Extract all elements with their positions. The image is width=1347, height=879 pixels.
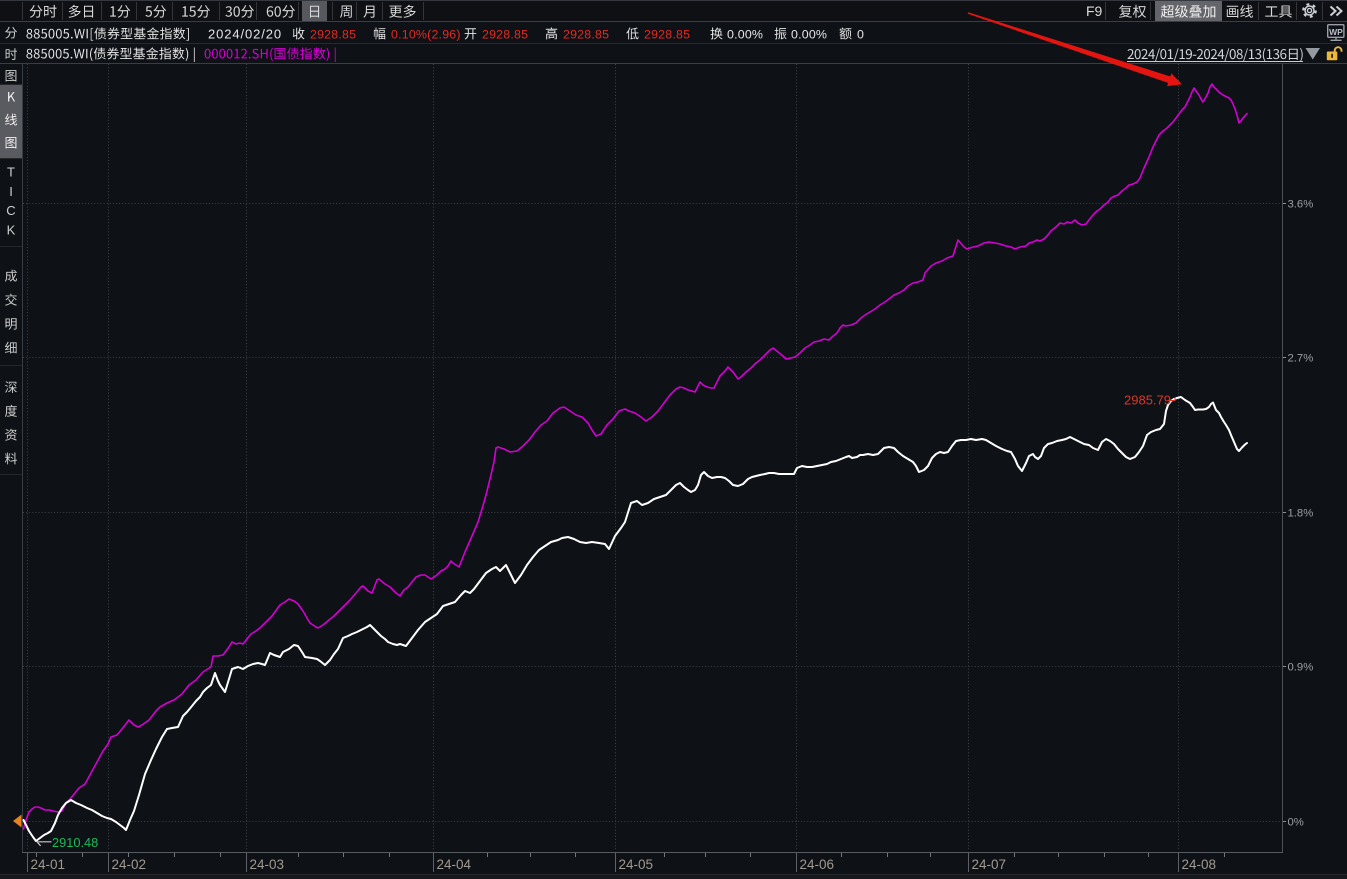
svg-text:24-03: 24-03 — [250, 857, 285, 872]
svg-text:3.6%: 3.6% — [1288, 199, 1314, 211]
svg-text:T: T — [7, 165, 15, 180]
svg-text:24-02: 24-02 — [112, 857, 147, 872]
svg-text:WP: WP — [1329, 27, 1343, 37]
svg-text:0%: 0% — [1288, 817, 1304, 829]
svg-text:F9: F9 — [1086, 3, 1103, 19]
svg-text:2928.85: 2928.85 — [310, 27, 356, 41]
svg-text:I: I — [9, 184, 13, 199]
svg-text:0.10%(2.96): 0.10%(2.96) — [391, 27, 461, 41]
svg-text:2928.85: 2928.85 — [644, 27, 690, 41]
svg-text:24-05: 24-05 — [619, 857, 654, 872]
svg-text:2910.48: 2910.48 — [52, 835, 98, 850]
svg-text:2.7%: 2.7% — [1288, 353, 1314, 365]
svg-text:0.00%: 0.00% — [727, 27, 763, 41]
svg-text:24-01: 24-01 — [31, 857, 66, 872]
svg-text:2985.79: 2985.79 — [1124, 393, 1171, 408]
svg-text:24-04: 24-04 — [437, 857, 472, 872]
svg-text:1.8%: 1.8% — [1288, 508, 1314, 520]
svg-text:24-07: 24-07 — [972, 857, 1007, 872]
svg-text:2928.85: 2928.85 — [563, 27, 609, 41]
svg-text:2928.85: 2928.85 — [482, 27, 528, 41]
svg-text:24-06: 24-06 — [800, 857, 835, 872]
svg-text:0.9%: 0.9% — [1288, 662, 1314, 674]
svg-text:2024/02/20: 2024/02/20 — [208, 26, 282, 41]
svg-text:0.00%: 0.00% — [791, 27, 827, 41]
svg-text:24-08: 24-08 — [1182, 857, 1217, 872]
svg-text:K: K — [7, 222, 16, 237]
svg-text:C: C — [6, 203, 15, 218]
svg-text:0: 0 — [857, 27, 864, 41]
